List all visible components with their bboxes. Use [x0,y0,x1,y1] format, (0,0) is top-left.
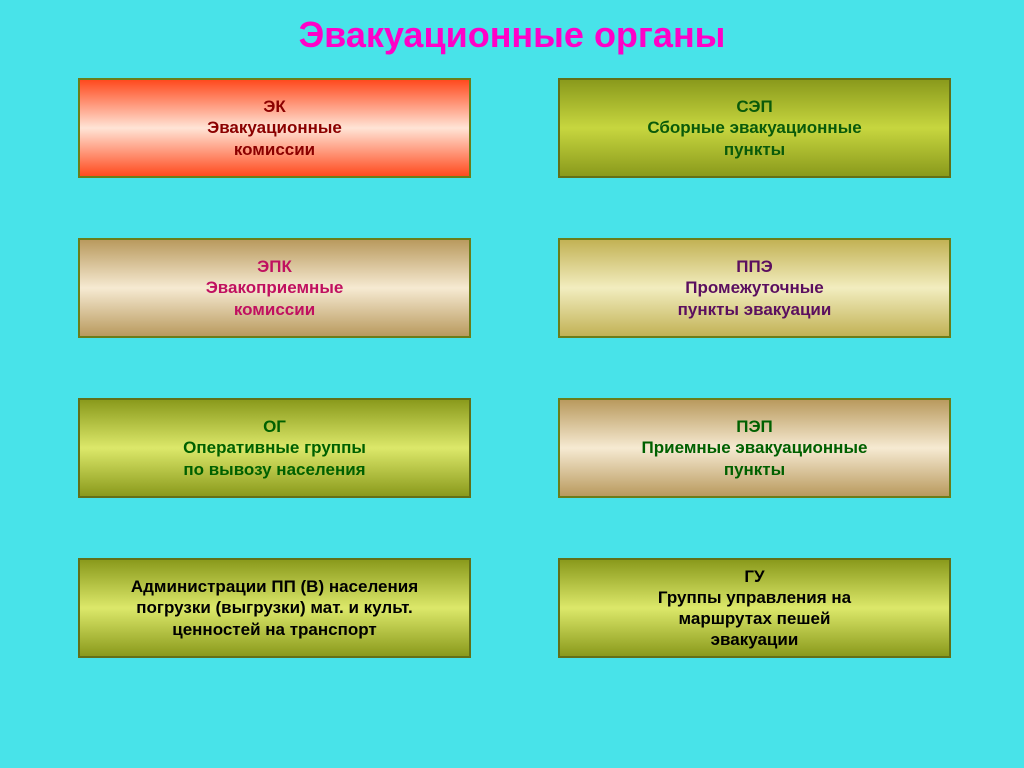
org-box-0: ЭКЭвакуационные комиссии [78,78,471,178]
org-box-6: Администрации ПП (В) населения погрузки … [78,558,471,658]
org-full: Сборные эвакуационные пункты [647,117,861,160]
org-full: Промежуточные пункты эвакуации [678,277,832,320]
org-full: Оперативные группы по вывозу населения [183,437,366,480]
org-full: Администрации ПП (В) населения погрузки … [131,576,418,640]
org-abbr: ПЭП [736,416,773,437]
org-box-7: ГУГруппы управления на маршрутах пешей э… [558,558,951,658]
org-abbr: ОГ [263,416,286,437]
org-abbr: СЭП [736,96,772,117]
org-box-5: ПЭППриемные эвакуационные пункты [558,398,951,498]
org-abbr: ЭК [263,96,285,117]
org-full: Эвакоприемные комиссии [206,277,344,320]
org-abbr: ППЭ [736,256,773,277]
slide: Эвакуационные органы ЭКЭвакуационные ком… [0,0,1024,768]
org-abbr: ГУ [744,566,764,587]
org-abbr: ЭПК [257,256,292,277]
org-box-3: ППЭПромежуточные пункты эвакуации [558,238,951,338]
org-full: Группы управления на маршрутах пешей эва… [658,587,851,651]
page-title: Эвакуационные органы [0,14,1024,56]
org-box-2: ЭПКЭвакоприемные комиссии [78,238,471,338]
org-full: Приемные эвакуационные пункты [642,437,868,480]
org-box-4: ОГОперативные группы по вывозу населения [78,398,471,498]
org-box-1: СЭПСборные эвакуационные пункты [558,78,951,178]
org-full: Эвакуационные комиссии [207,117,342,160]
